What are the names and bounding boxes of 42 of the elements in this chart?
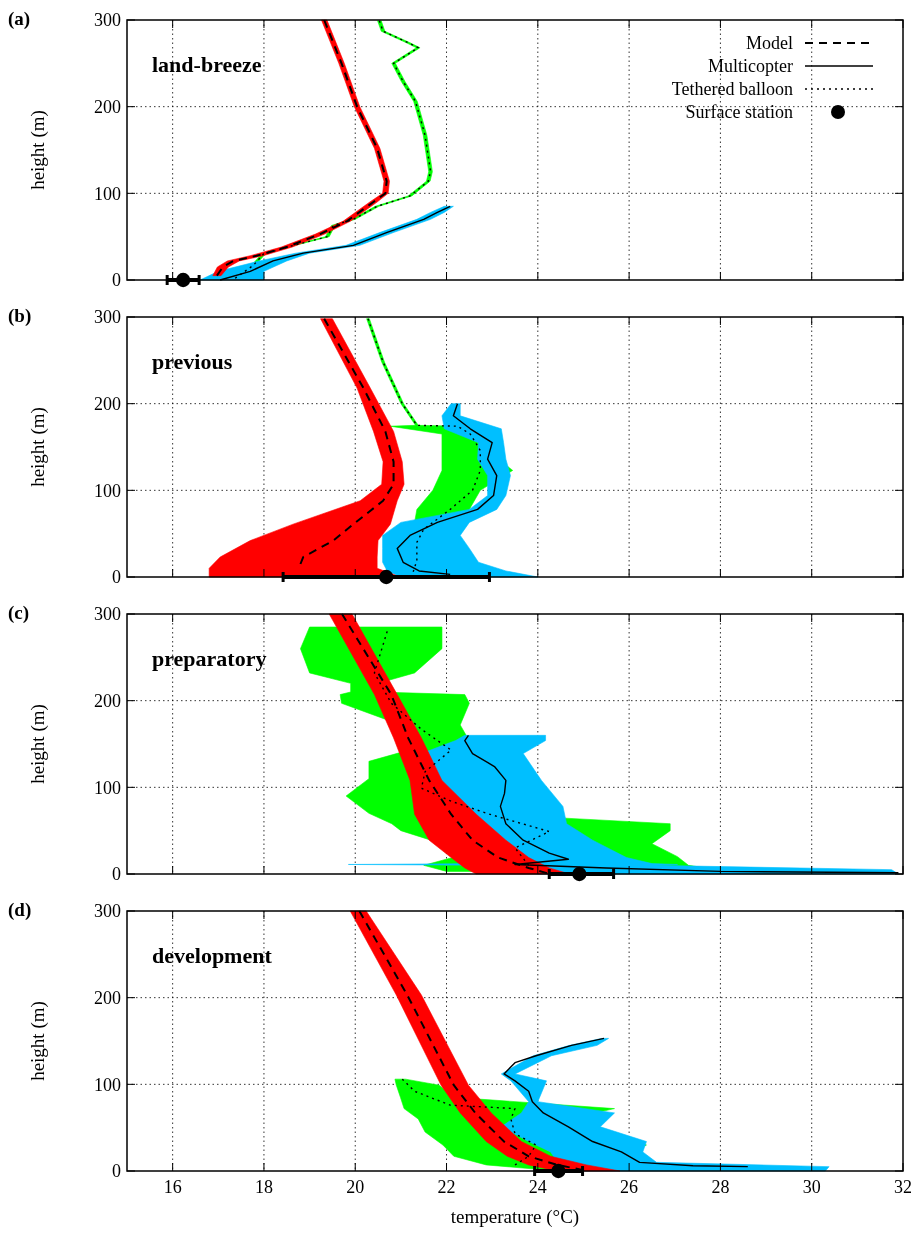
x-tick-label: 30 [802, 1177, 821, 1197]
text: land-breeze [152, 52, 262, 77]
y-axis-title: height (m) [27, 1001, 49, 1081]
y-axis-title: height (m) [27, 407, 49, 487]
y-tick-label: 300 [94, 901, 121, 922]
y-tick-label: 200 [94, 393, 121, 414]
y-tick-label: 300 [94, 307, 121, 328]
y-tick-label: 100 [94, 183, 121, 204]
chart-title: (d) [8, 899, 32, 921]
y-tick-label: 200 [94, 96, 121, 117]
y-tick-label: 300 [94, 604, 121, 625]
text: development [152, 943, 273, 968]
x-tick-label: 20 [346, 1177, 365, 1197]
y-tick-label: 300 [94, 10, 121, 31]
y-tick-label: 100 [94, 480, 121, 501]
text: previous [152, 349, 233, 374]
chart-title: (a) [8, 8, 31, 30]
x-tick-label: 26 [620, 1177, 639, 1197]
y-tick-label: 0 [112, 567, 121, 588]
x-axis-title: temperature (°C) [450, 1206, 580, 1228]
y-axis-title: height (m) [27, 110, 49, 190]
legend-label: Tethered balloon [671, 79, 793, 100]
text: preparatory [152, 646, 267, 671]
x-tick-label: 28 [711, 1177, 730, 1197]
chart-title: (c) [8, 602, 30, 624]
y-tick-label: 100 [94, 1074, 121, 1095]
x-tick-label: 24 [528, 1177, 547, 1197]
legend-label: Surface station [685, 102, 793, 123]
y-tick-label: 0 [112, 1161, 121, 1182]
y-tick-label: 0 [112, 864, 121, 885]
y-tick-label: 200 [94, 690, 121, 711]
y-tick-label: 100 [94, 777, 121, 798]
x-tick-label: 18 [254, 1177, 273, 1197]
legend-label: Model [746, 33, 793, 54]
x-tick-label: 32 [894, 1177, 912, 1197]
y-tick-label: 0 [112, 270, 121, 291]
x-tick-label: 22 [437, 1177, 456, 1197]
x-tick-label: 16 [163, 1177, 182, 1197]
y-axis-title: height (m) [27, 704, 49, 784]
legend-label: Multicopter [708, 56, 793, 77]
y-tick-label: 200 [94, 987, 121, 1008]
chart-title: (b) [8, 305, 32, 327]
